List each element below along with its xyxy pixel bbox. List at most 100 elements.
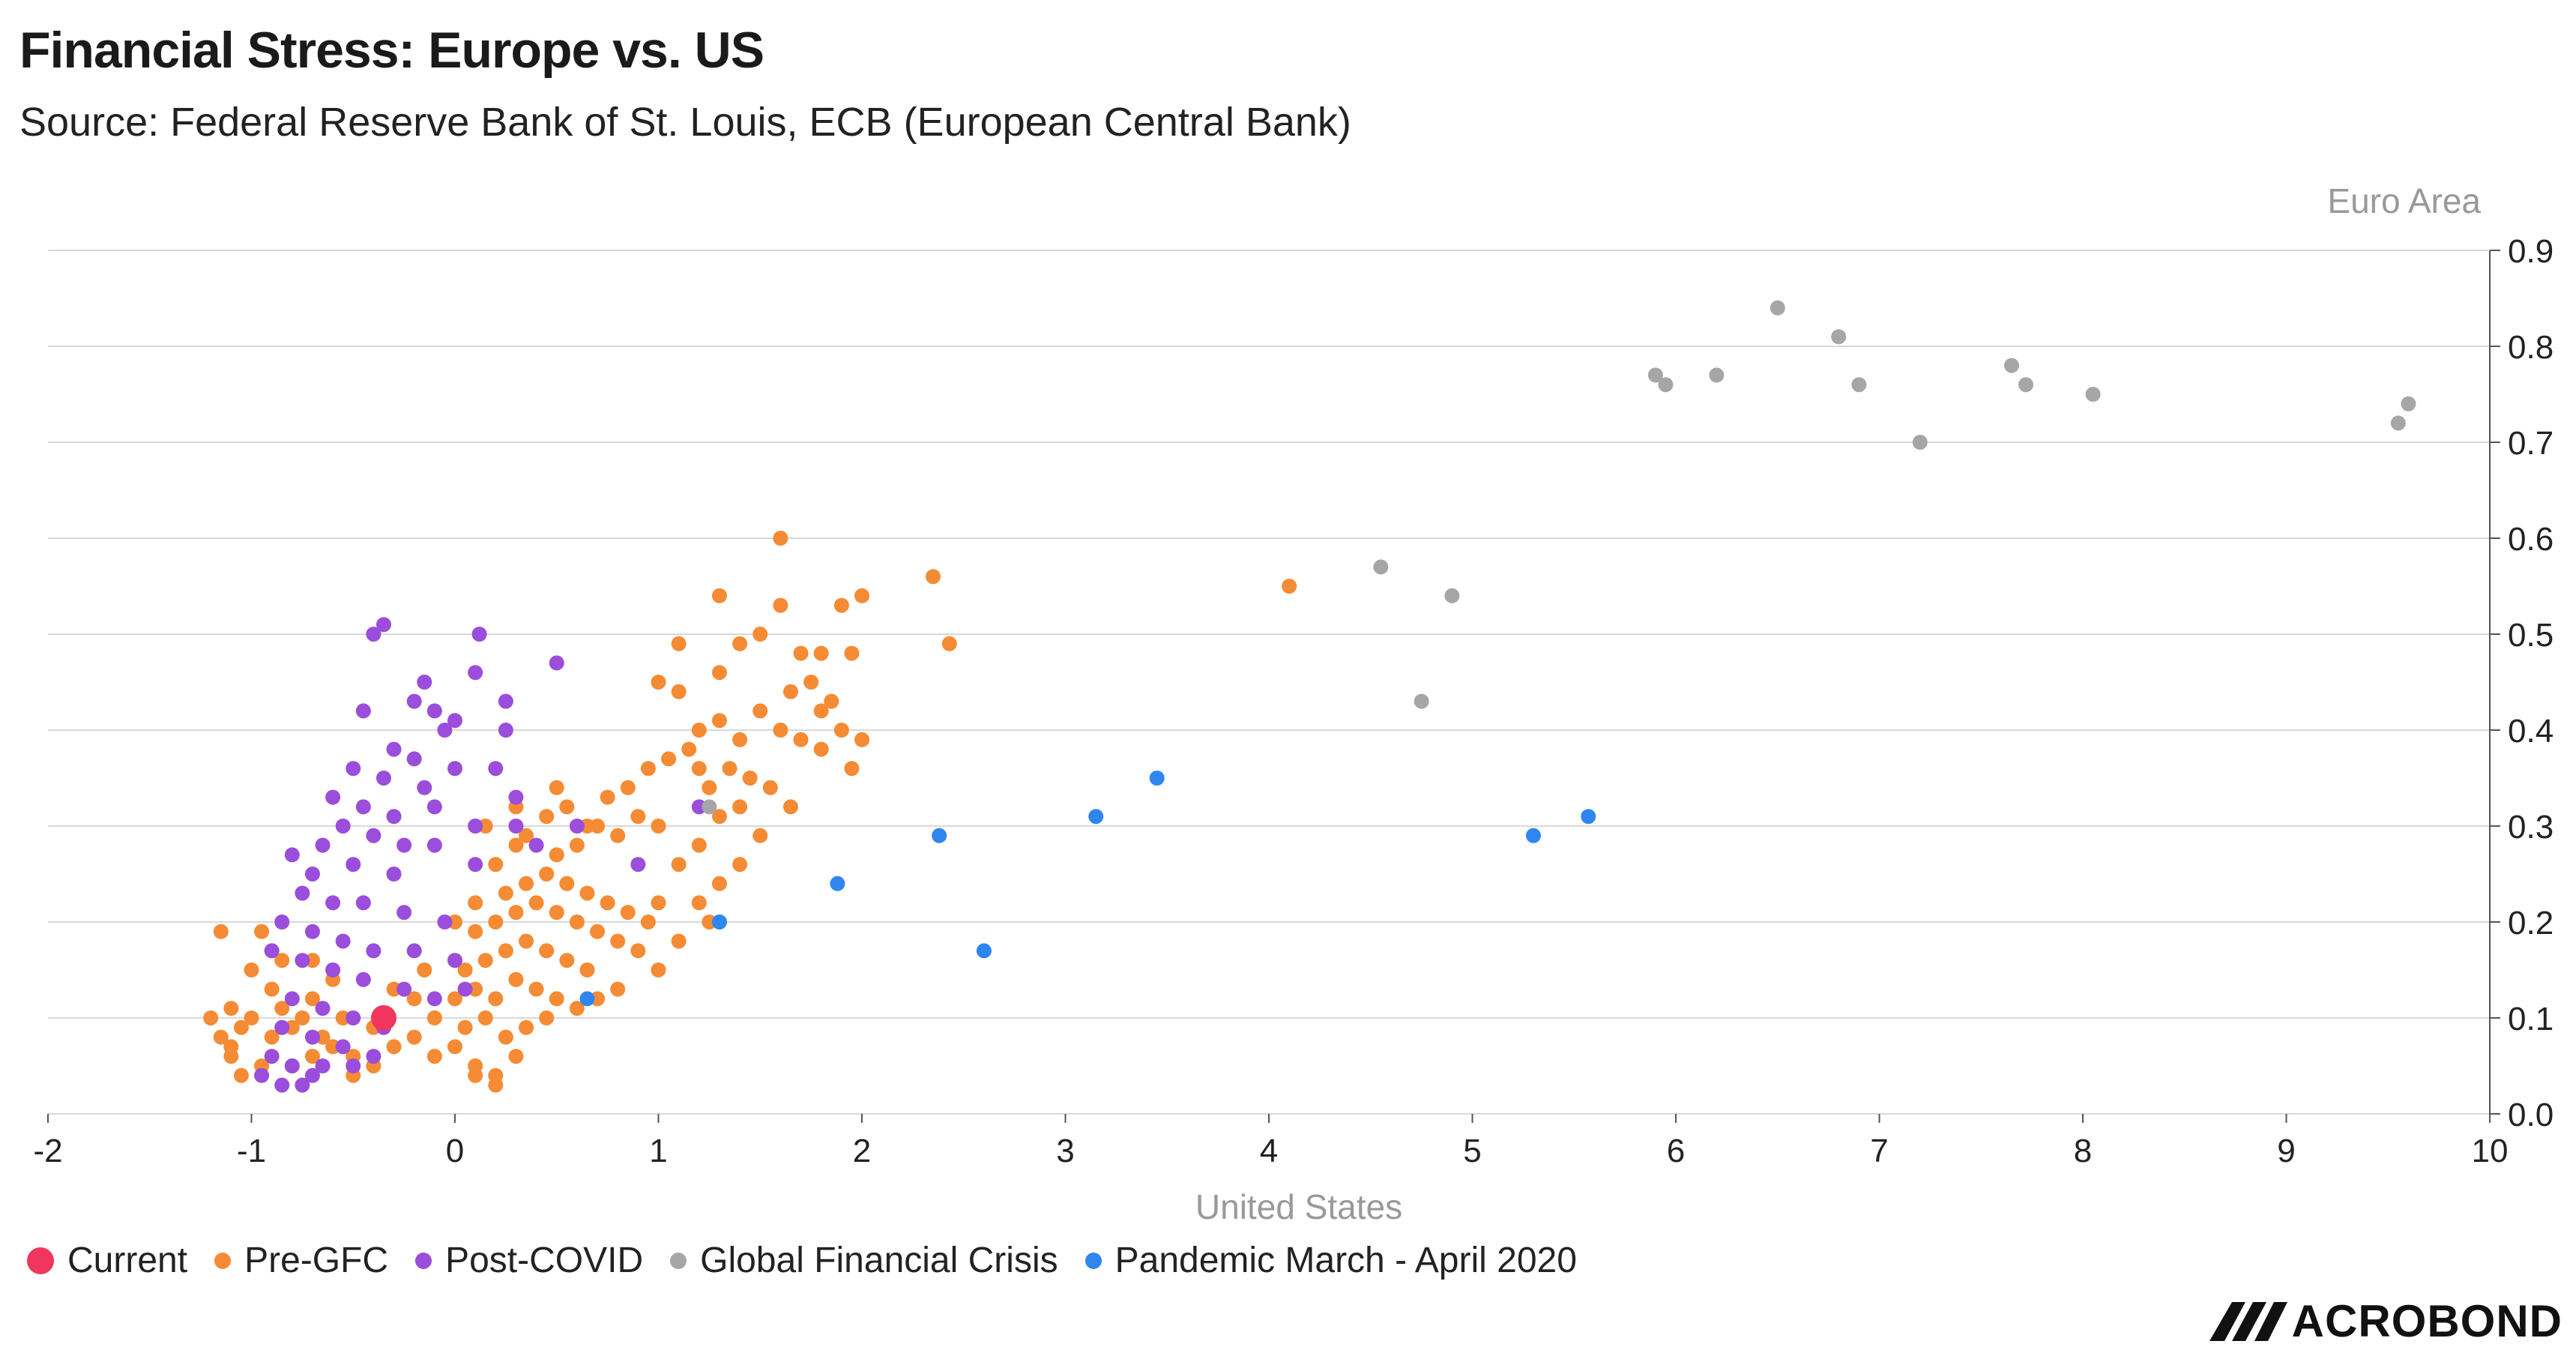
point-pre-gfc — [671, 933, 687, 949]
point-post-covid — [386, 867, 402, 882]
point-pre-gfc — [519, 933, 534, 949]
x-tick-label: 2 — [853, 1133, 871, 1169]
point-pre-gfc — [793, 645, 809, 661]
point-pre-gfc — [264, 981, 280, 997]
point-pre-gfc — [426, 1010, 442, 1025]
point-post-covid — [315, 1058, 331, 1073]
point-global-financial-crisis — [1831, 329, 1847, 345]
point-post-covid — [304, 1067, 320, 1083]
point-pre-gfc — [569, 914, 585, 929]
point-post-covid — [274, 1019, 290, 1035]
point-pandemic-march-april-2020 — [1581, 809, 1596, 825]
point-pre-gfc — [559, 799, 575, 815]
point-post-covid — [447, 953, 462, 968]
y-axis-label: Euro Area — [2327, 181, 2481, 220]
point-pre-gfc — [854, 732, 869, 747]
grid-lines — [48, 250, 2490, 1115]
point-post-covid — [315, 1001, 331, 1016]
point-pre-gfc — [782, 684, 798, 699]
point-post-covid — [417, 675, 432, 690]
point-pre-gfc — [742, 771, 758, 786]
point-pre-gfc — [711, 588, 727, 603]
point-pre-gfc — [773, 723, 788, 738]
point-pre-gfc — [457, 962, 473, 977]
point-global-financial-crisis — [1444, 588, 1460, 603]
point-pre-gfc — [244, 1010, 259, 1025]
point-pre-gfc — [457, 1019, 473, 1035]
point-global-financial-crisis — [2003, 358, 2019, 373]
point-pre-gfc — [203, 1010, 219, 1025]
point-global-financial-crisis — [2085, 387, 2101, 402]
point-pre-gfc — [803, 675, 819, 690]
x-axis-label: United States — [1195, 1187, 1402, 1226]
point-pre-gfc — [447, 1039, 462, 1055]
point-post-covid — [549, 655, 564, 671]
point-pandemic-march-april-2020 — [932, 828, 947, 843]
point-current — [370, 1005, 396, 1031]
point-pre-gfc — [732, 732, 748, 747]
point-post-covid — [386, 741, 402, 757]
point-pre-gfc — [590, 923, 606, 939]
point-pre-gfc — [782, 799, 798, 815]
point-global-financial-crisis — [2018, 377, 2033, 393]
point-post-covid — [386, 809, 402, 825]
point-pre-gfc — [691, 895, 707, 911]
point-pre-gfc — [233, 1019, 249, 1035]
point-pre-gfc — [559, 953, 575, 968]
point-pre-gfc — [610, 828, 626, 843]
point-pre-gfc — [926, 569, 941, 585]
point-pre-gfc — [539, 809, 555, 825]
point-post-covid — [447, 761, 462, 777]
point-pre-gfc — [773, 597, 788, 613]
point-pre-gfc — [488, 991, 504, 1007]
point-pre-gfc — [528, 895, 544, 911]
point-post-covid — [468, 665, 483, 681]
point-pre-gfc — [447, 991, 462, 1007]
point-post-covid — [264, 1049, 280, 1064]
point-pre-gfc — [498, 1029, 513, 1045]
point-pre-gfc — [508, 837, 524, 853]
point-pre-gfc — [223, 1049, 239, 1064]
point-global-financial-crisis — [1709, 367, 1725, 383]
point-post-covid — [396, 905, 412, 920]
point-pre-gfc — [569, 1001, 585, 1016]
point-post-covid — [284, 847, 300, 863]
point-pre-gfc — [519, 1019, 534, 1035]
point-post-covid — [498, 693, 513, 709]
point-post-covid — [335, 1039, 351, 1055]
point-global-financial-crisis — [1414, 693, 1429, 709]
x-tick-label: 3 — [1056, 1133, 1074, 1169]
point-post-covid — [468, 857, 483, 873]
x-tick-label: 4 — [1260, 1133, 1278, 1169]
point-pre-gfc — [539, 867, 555, 882]
point-pre-gfc — [488, 914, 504, 929]
point-pandemic-march-april-2020 — [1088, 809, 1104, 825]
pandemic-dot-icon — [1085, 1252, 1102, 1269]
point-post-covid — [471, 627, 487, 642]
point-post-covid — [406, 943, 422, 959]
point-pre-gfc — [681, 741, 697, 757]
point-post-covid — [315, 837, 331, 853]
point-pre-gfc — [539, 1010, 555, 1025]
point-pandemic-march-april-2020 — [830, 876, 845, 891]
point-pre-gfc — [528, 981, 544, 997]
x-tick-label: 10 — [2472, 1133, 2509, 1169]
point-pre-gfc — [406, 991, 422, 1007]
point-post-covid — [254, 1067, 270, 1083]
y-tick-label: 0.5 — [2508, 617, 2554, 654]
x-tick-label: 0 — [446, 1133, 464, 1169]
point-post-covid — [417, 780, 432, 795]
point-pre-gfc — [559, 876, 575, 891]
point-post-covid — [437, 914, 453, 929]
point-post-covid — [304, 867, 320, 882]
legend-item-gfc: Global Financial Crisis — [670, 1240, 1058, 1281]
point-pre-gfc — [844, 761, 860, 777]
point-pre-gfc — [254, 923, 270, 939]
point-pre-gfc — [539, 943, 555, 959]
logo-text: ACROBOND — [2291, 1296, 2563, 1346]
point-post-covid — [274, 914, 290, 929]
legend-item-post-covid: Post-COVID — [415, 1240, 643, 1281]
point-post-covid — [468, 819, 483, 834]
point-pre-gfc — [519, 828, 534, 843]
point-post-covid — [335, 933, 351, 949]
